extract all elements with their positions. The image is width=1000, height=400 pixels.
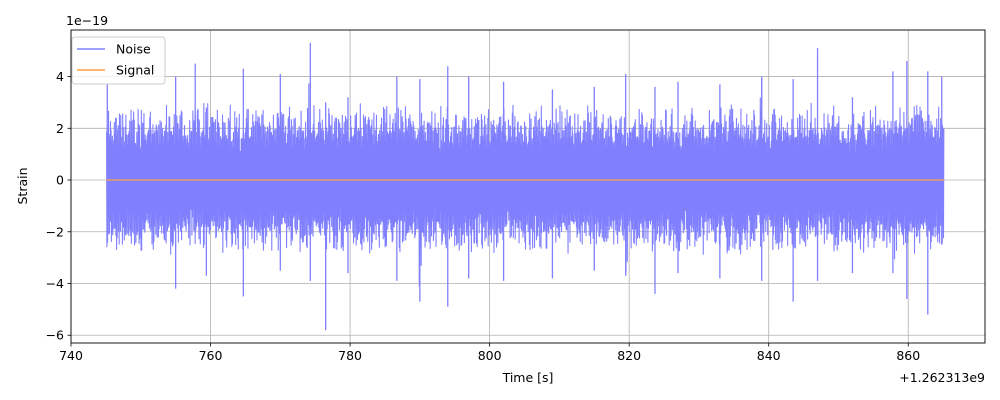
legend-noise-label: Noise <box>116 42 151 57</box>
y-axis-label: Strain <box>15 167 30 204</box>
legend: Noise Signal <box>71 36 166 85</box>
noise-line <box>106 78 945 287</box>
y-axis-ticks: −6 −4 −2 0 2 4 <box>46 69 71 343</box>
x-tick-label: 820 <box>617 348 641 363</box>
x-offset-label: +1.262313e9 <box>899 370 985 385</box>
plot-frame <box>70 29 986 344</box>
y-tick-label: −4 <box>46 276 64 291</box>
x-axis-ticks: 740 760 780 800 820 840 860 <box>59 343 920 363</box>
x-tick-label: 840 <box>757 348 781 363</box>
y-tick-label: 2 <box>56 121 64 136</box>
noise-peaks <box>106 42 943 331</box>
y-tick-label: −2 <box>46 224 64 239</box>
x-tick-label: 740 <box>59 348 83 363</box>
y-tick-label: 0 <box>56 173 64 188</box>
x-tick-label: 860 <box>896 348 920 363</box>
x-axis-label: Time [s] <box>502 370 554 385</box>
y-scale-label: 1e−19 <box>66 13 108 28</box>
x-tick-label: 760 <box>199 348 223 363</box>
y-tick-label: −6 <box>46 328 64 343</box>
x-tick-label: 800 <box>478 348 502 363</box>
noise-series <box>106 42 945 331</box>
legend-signal-label: Signal <box>116 63 154 78</box>
x-tick-label: 780 <box>338 348 362 363</box>
y-tick-label: 4 <box>56 69 64 84</box>
